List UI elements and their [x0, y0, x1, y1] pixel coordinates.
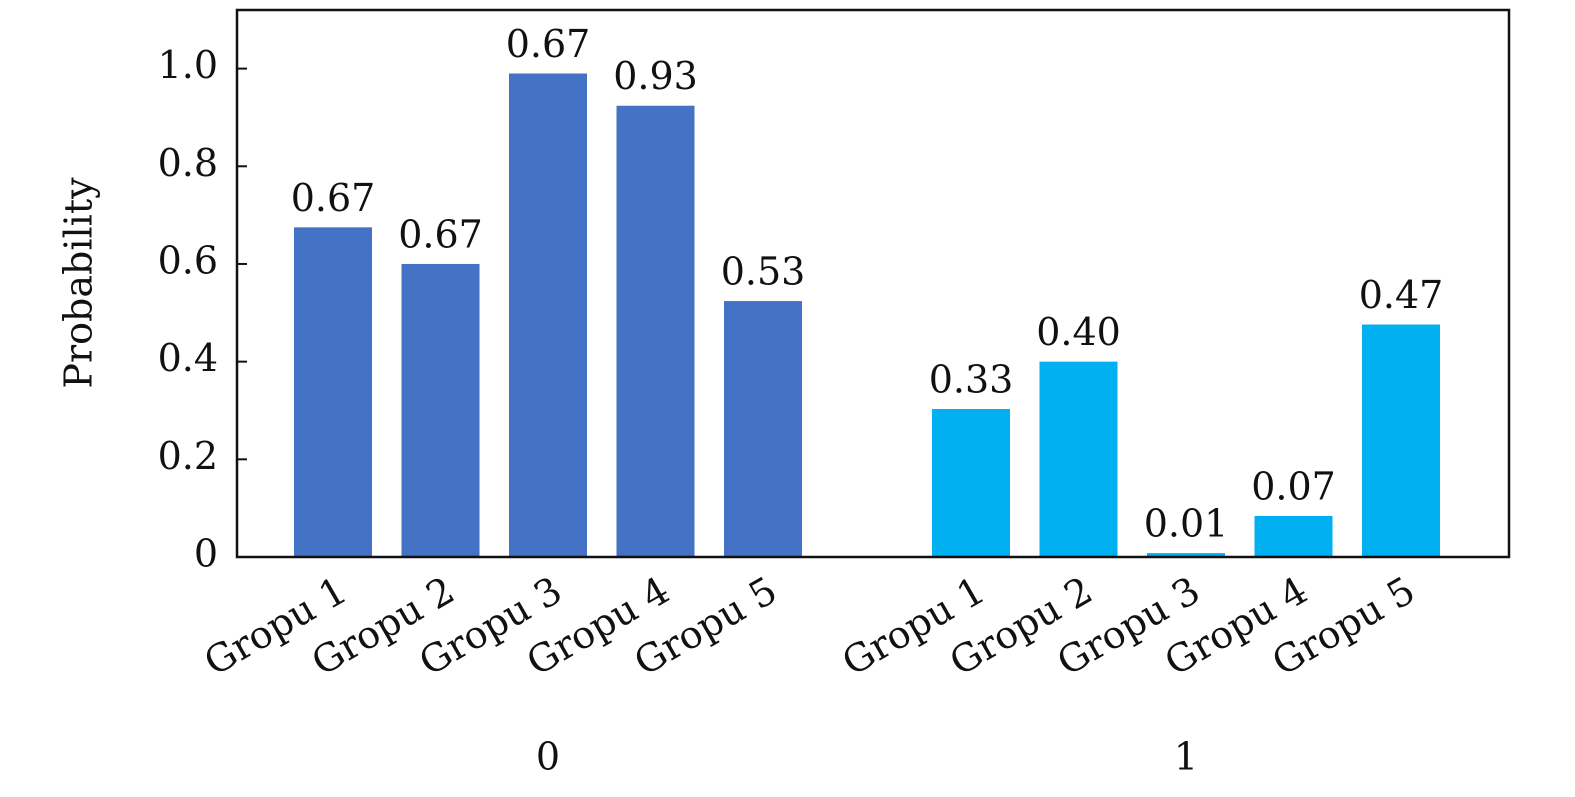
- bar: [1147, 553, 1225, 557]
- bar-label: 0.40: [1036, 310, 1121, 354]
- bar-label: 0.33: [929, 358, 1014, 402]
- bar: [294, 227, 372, 557]
- bar-label: 0.47: [1359, 273, 1444, 317]
- bar: [1362, 324, 1440, 557]
- y-tick-label: 0: [194, 532, 218, 576]
- y-tick-label: 0.8: [158, 141, 218, 185]
- plot-frame: [235, 8, 1511, 559]
- bar-label: 0.01: [1144, 502, 1229, 546]
- bar-label: 0.67: [398, 212, 483, 256]
- bar: [1039, 361, 1118, 557]
- bar-label: 0.67: [291, 176, 376, 220]
- bar-label: 0.53: [721, 250, 806, 294]
- y-axis-label: Probability: [57, 177, 101, 389]
- y-tick-label: 1.0: [158, 43, 218, 87]
- bar: [724, 301, 802, 557]
- bar: [1254, 515, 1333, 557]
- bar-label: 0.93: [613, 54, 698, 98]
- bar-label: 0.67: [506, 22, 591, 66]
- y-tick-label: 0.6: [158, 238, 218, 282]
- bar: [616, 105, 695, 557]
- bar: [401, 263, 480, 557]
- bar: [509, 73, 587, 557]
- y-tick-label: 0.2: [158, 434, 218, 478]
- bar: [932, 409, 1010, 557]
- group-label: 1: [1174, 735, 1198, 779]
- y-tick-label: 0.4: [158, 336, 218, 380]
- group-label: 0: [536, 735, 560, 779]
- bar-label: 0.07: [1251, 464, 1336, 508]
